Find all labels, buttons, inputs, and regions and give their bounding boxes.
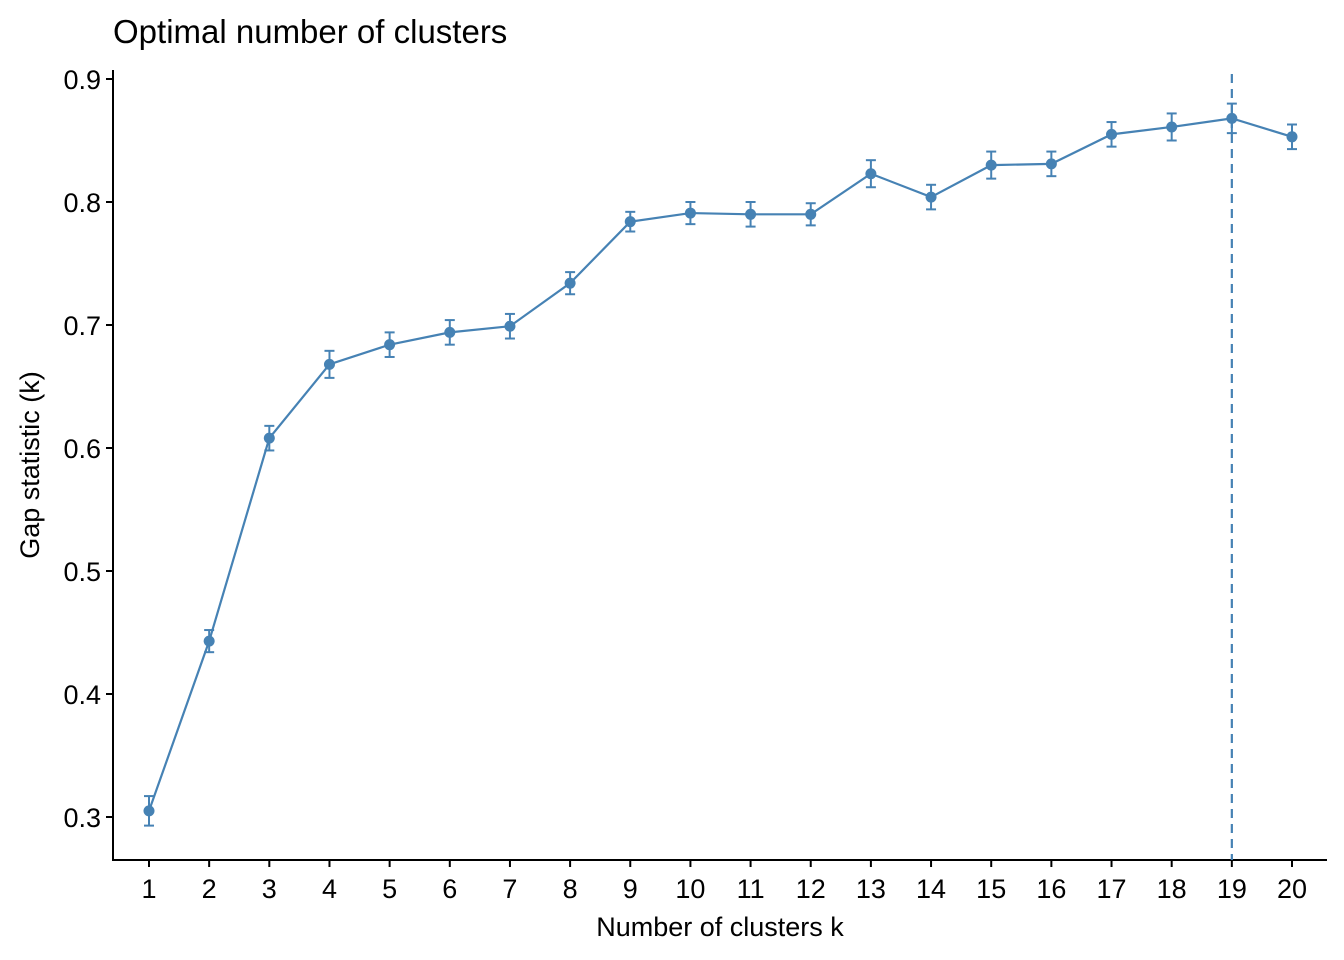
x-tick-label: 7	[502, 874, 517, 904]
data-point	[925, 191, 937, 203]
data-point	[1106, 128, 1118, 140]
data-point	[985, 159, 997, 171]
data-point	[323, 358, 335, 370]
y-tick-label: 0.5	[63, 557, 101, 587]
data-point	[504, 320, 516, 332]
data-point	[444, 326, 456, 338]
x-tick-label: 8	[563, 874, 578, 904]
x-tick-label: 1	[141, 874, 156, 904]
x-tick-label: 14	[916, 874, 946, 904]
x-tick-label: 9	[623, 874, 638, 904]
y-tick-label: 0.4	[63, 680, 101, 710]
data-point	[1226, 112, 1238, 124]
data-point	[624, 216, 636, 228]
data-point	[1045, 158, 1057, 170]
x-tick-label: 3	[262, 874, 277, 904]
x-tick-label: 16	[1036, 874, 1066, 904]
data-point	[684, 207, 696, 219]
data-point	[805, 208, 817, 220]
series-line	[147, 117, 1293, 812]
data-point	[1286, 131, 1298, 143]
x-tick-label: 2	[202, 874, 217, 904]
data-point	[1166, 121, 1178, 133]
x-tick-label: 12	[796, 874, 826, 904]
data-point	[143, 805, 155, 817]
x-tick-label: 18	[1157, 874, 1187, 904]
x-tick-label: 19	[1217, 874, 1247, 904]
data-point	[745, 208, 757, 220]
chart-title: Optimal number of clusters	[113, 13, 507, 50]
x-axis-title: Number of clusters k	[596, 912, 844, 942]
data-point	[384, 339, 396, 351]
x-tick-label: 6	[442, 874, 457, 904]
y-tick-label: 0.8	[63, 188, 101, 218]
plot-marks	[143, 74, 1298, 860]
x-tick-label: 4	[322, 874, 337, 904]
y-tick-label: 0.3	[63, 803, 101, 833]
y-tick-label: 0.9	[63, 65, 101, 95]
data-point	[263, 432, 275, 444]
data-point	[203, 635, 215, 647]
x-tick-label: 20	[1277, 874, 1307, 904]
x-tick-label: 5	[382, 874, 397, 904]
x-tick-label: 10	[675, 874, 705, 904]
data-point	[564, 277, 576, 289]
x-tick-label: 13	[856, 874, 886, 904]
x-tick-label: 11	[737, 874, 765, 904]
x-tick-label: 15	[976, 874, 1006, 904]
y-tick-label: 0.7	[63, 311, 101, 341]
data-point	[865, 168, 877, 180]
y-axis-title: Gap statistic (k)	[15, 371, 45, 559]
y-tick-label: 0.6	[63, 434, 101, 464]
x-tick-label: 17	[1097, 874, 1127, 904]
